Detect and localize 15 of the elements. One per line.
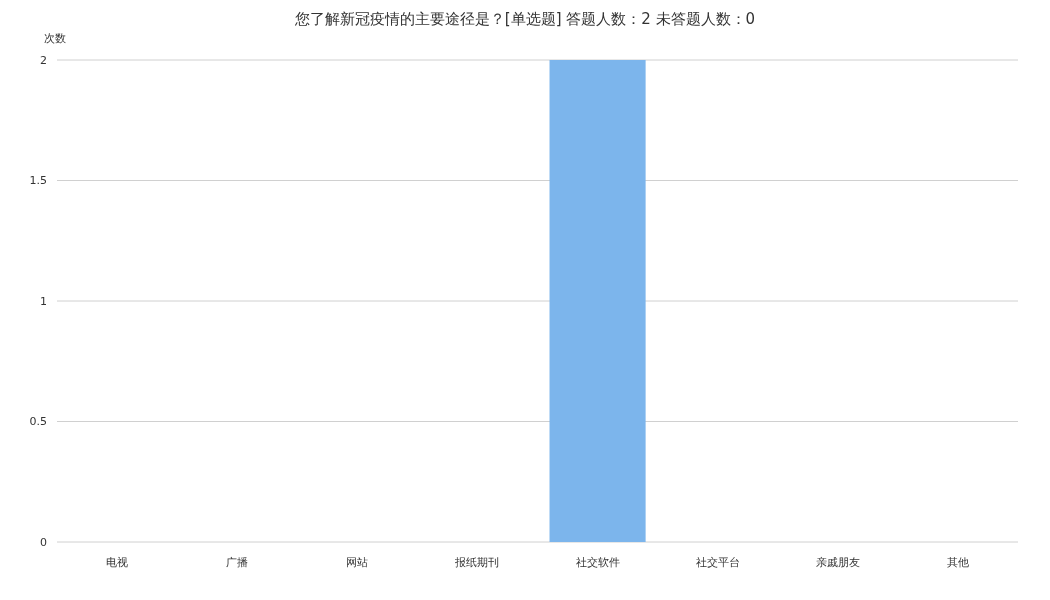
y-tick-label: 1 [40, 294, 47, 308]
chart-title: 您了解新冠疫情的主要途径是？[单选题] 答题人数：2 未答题人数：0 [293, 10, 756, 28]
x-tick-label: 社交平台 [695, 556, 740, 569]
x-tick-label: 广播 [226, 556, 249, 569]
x-tick-label: 网站 [346, 556, 369, 569]
y-tick-label: 2 [40, 53, 47, 67]
x-tick-label: 其他 [946, 556, 969, 569]
y-axis-title: 次数 [44, 32, 66, 45]
x-tick-label: 电视 [106, 556, 129, 569]
x-tick-label: 社交软件 [575, 556, 620, 569]
x-tick-label: 报纸期刊 [454, 556, 500, 569]
y-tick-label: 0 [40, 535, 47, 549]
x-tick-label: 亲戚朋友 [815, 556, 860, 569]
y-tick-label: 0.5 [29, 415, 47, 429]
y-tick-label: 1.5 [29, 174, 47, 188]
